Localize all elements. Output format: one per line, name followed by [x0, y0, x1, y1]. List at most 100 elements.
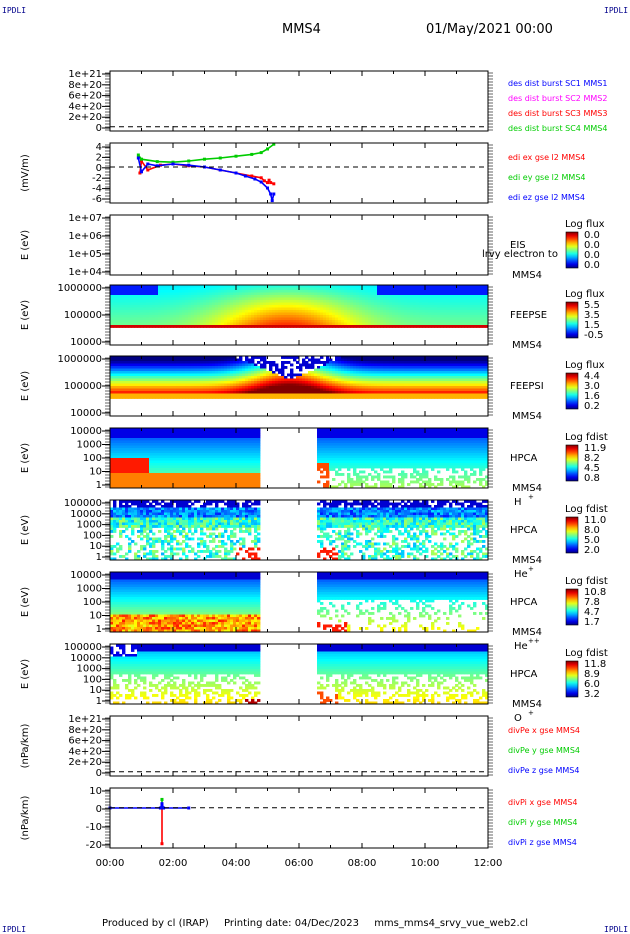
heatmap-cell: [476, 393, 480, 397]
heatmap-cell: [281, 287, 285, 291]
heatmap-cell: [335, 285, 339, 288]
heatmap-cell: [260, 287, 264, 291]
heatmap-cell: [416, 317, 420, 321]
heatmap-cell: [377, 386, 381, 389]
heatmap-cell: [323, 361, 327, 364]
heatmap-cell: [158, 363, 162, 367]
corner-label-top-right: IPDLI: [604, 6, 629, 15]
heatmap-cell: [266, 396, 270, 399]
heatmap-cell: [449, 391, 453, 394]
heatmap-cell: [290, 320, 294, 323]
heatmap-cell: [200, 325, 204, 328]
heatmap-cell: [320, 290, 324, 293]
heatmap-cell: [182, 307, 186, 311]
heatmap-cell: [284, 320, 288, 323]
heatmap-cell: [257, 396, 261, 399]
heatmap-cell: [434, 361, 438, 364]
heatmap-cell: [245, 300, 249, 303]
heatmap-cell: [125, 307, 129, 311]
heatmap-cell: [380, 290, 384, 293]
heatmap-cell: [374, 297, 378, 301]
heatmap-cell: [131, 435, 135, 439]
heatmap-cell: [437, 312, 441, 316]
heatmap-cell: [371, 310, 375, 313]
heatmap-cell: [461, 396, 465, 399]
heatmap-cell: [203, 378, 207, 382]
heatmap-cell: [347, 305, 351, 308]
heatmap-cell: [341, 396, 345, 399]
heatmap-cell: [176, 396, 180, 399]
heatmap-cell: [416, 371, 420, 374]
heatmap-cell: [212, 393, 216, 397]
heatmap-cell: [143, 463, 147, 466]
heatmap-cell: [119, 287, 123, 291]
heatmap-cell: [218, 388, 222, 392]
heatmap-cell: [344, 297, 348, 301]
heatmap-cell: [143, 302, 147, 306]
heatmap-cell: [383, 373, 387, 377]
heatmap-cell: [122, 356, 126, 359]
heatmap-cell: [434, 393, 438, 397]
heatmap-cell: [476, 368, 480, 372]
heatmap-cell: [341, 383, 345, 387]
heatmap-cell: [308, 315, 312, 318]
heatmap-cell: [146, 363, 150, 367]
heatmap-cell: [314, 322, 318, 326]
heatmap-cell: [272, 310, 276, 313]
heatmap-cell: [377, 302, 381, 306]
heatmap-cell: [218, 300, 222, 303]
heatmap-cell: [425, 376, 429, 379]
heatmap-cell: [248, 295, 252, 298]
heatmap-cell: [344, 363, 348, 367]
heatmap-cell: [203, 302, 207, 306]
heatmap-cell: [353, 292, 357, 296]
heatmap-cell: [464, 386, 468, 389]
heatmap-cell: [401, 290, 405, 293]
heatmap-cell: [272, 312, 276, 316]
heatmap-cell: [464, 396, 468, 399]
heatmap-cell: [353, 381, 357, 384]
heatmap-cell: [374, 393, 378, 397]
heatmap-cell: [230, 300, 234, 303]
heatmap-cell: [146, 438, 150, 441]
heatmap-cell: [167, 388, 171, 392]
heatmap-cell: [380, 371, 384, 374]
heatmap-cell: [233, 302, 237, 306]
heatmap-cell: [158, 292, 162, 296]
heatmap-cell: [146, 386, 150, 389]
heatmap-cell: [290, 285, 294, 288]
heatmap-cell: [401, 292, 405, 296]
heatmap-cell: [374, 325, 378, 328]
heatmap-cell: [170, 295, 174, 298]
heatmap-cell: [344, 317, 348, 321]
heatmap-cell: [191, 322, 195, 326]
heatmap-cell: [410, 358, 414, 362]
heatmap-cell: [407, 378, 411, 382]
heatmap-cell: [425, 383, 429, 387]
heatmap-cell: [452, 373, 456, 377]
heatmap-cell: [254, 312, 258, 316]
colorbar-title: Log flux: [565, 219, 605, 230]
heatmap-cell: [392, 368, 396, 372]
heatmap-cell: [485, 297, 489, 301]
heatmap-cell: [143, 371, 147, 374]
heatmap-cell: [368, 312, 372, 316]
heatmap-cell: [260, 371, 264, 374]
heatmap-cell: [377, 287, 381, 291]
heatmap-cell: [155, 287, 159, 291]
heatmap-cell: [188, 295, 192, 298]
heatmap-cell: [356, 287, 360, 291]
heatmap-cell: [347, 302, 351, 306]
heatmap-cell: [326, 317, 330, 321]
heatmap-cell: [344, 285, 348, 288]
heatmap-cell: [479, 287, 483, 291]
heatmap-cell: [242, 381, 246, 384]
heatmap-cell: [182, 361, 186, 364]
heatmap-cell: [290, 368, 294, 372]
heatmap-cell: [146, 445, 150, 449]
heatmap-cell: [137, 381, 141, 384]
heatmap-cell: [179, 366, 183, 369]
heatmap-cell: [242, 285, 246, 288]
heatmap-cell: [236, 383, 240, 387]
heatmap-cell: [260, 393, 264, 397]
